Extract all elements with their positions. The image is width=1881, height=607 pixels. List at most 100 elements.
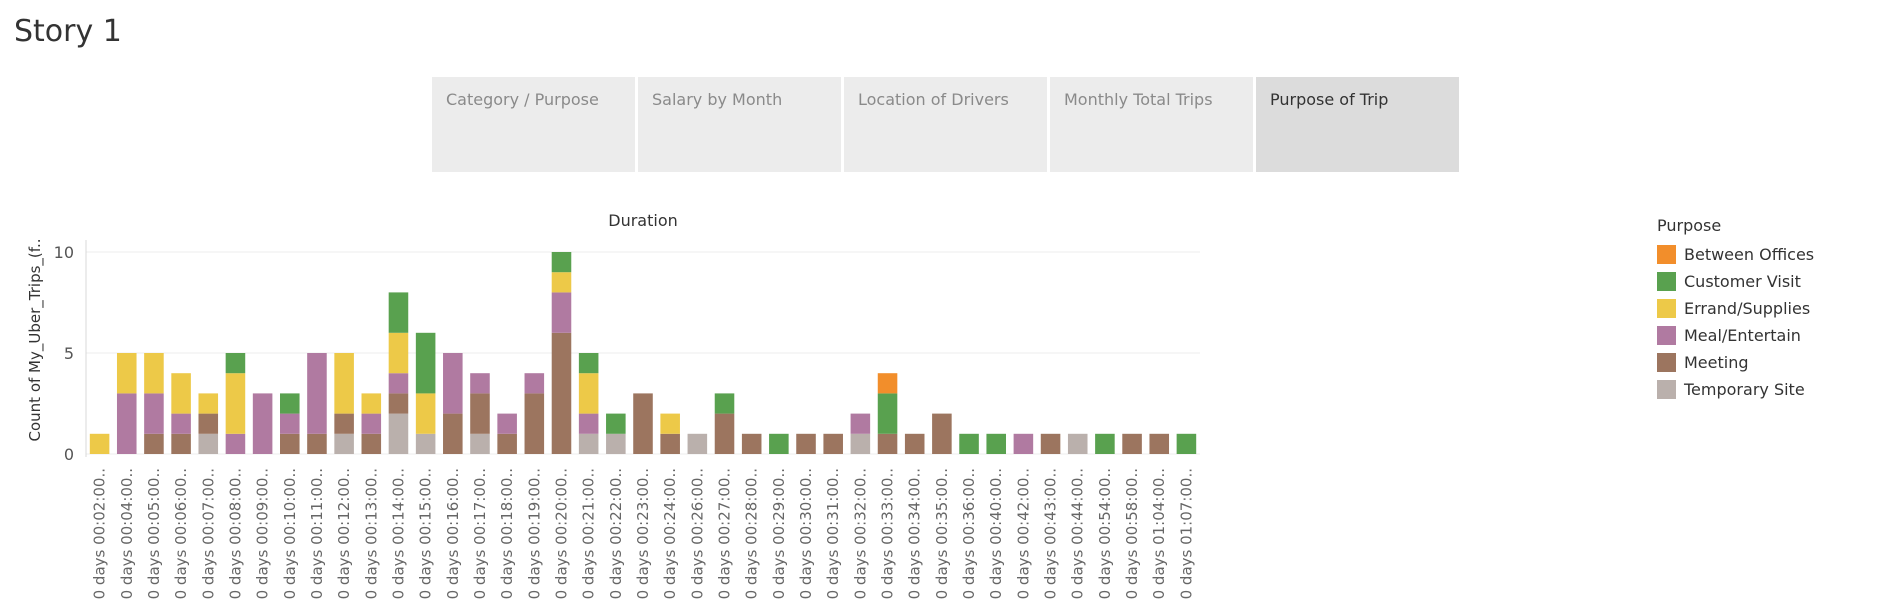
y-tick-label: 5: [64, 344, 74, 363]
legend-label: Temporary Site: [1684, 380, 1805, 399]
x-tick-label: 0 days 00:35:00..: [933, 468, 951, 599]
bar-segment: [877, 393, 898, 434]
bar-segment: [415, 393, 436, 434]
bar-segment: [578, 373, 599, 414]
y-axis-label: Count of My_Uber_Trips_(f..: [26, 239, 45, 442]
legend-swatch: [1657, 353, 1676, 372]
bar-segment: [1040, 433, 1061, 454]
legend-item-customer-visit[interactable]: Customer Visit: [1657, 268, 1814, 295]
bar-segment: [171, 413, 191, 434]
legend-label: Meal/Entertain: [1684, 326, 1801, 345]
legend-item-errand-supplies[interactable]: Errand/Supplies: [1657, 295, 1814, 322]
x-tick-label: 0 days 00:19:00..: [525, 468, 543, 599]
x-tick-label: 0 days 00:42:00..: [1014, 468, 1032, 599]
tab-salary-by-month[interactable]: Salary by Month: [638, 77, 841, 172]
x-tick-label: 0 days 01:04:00..: [1150, 468, 1168, 599]
legend-item-temporary-site[interactable]: Temporary Site: [1657, 376, 1814, 403]
bar-segment: [1013, 433, 1034, 454]
tab-category-purpose[interactable]: Category / Purpose: [432, 77, 635, 172]
bar-segment: [144, 393, 164, 434]
legend-swatch: [1657, 245, 1676, 264]
bar-segment: [334, 353, 354, 414]
legend-swatch: [1657, 299, 1676, 318]
bar-segment: [959, 433, 979, 454]
bar-segment: [388, 292, 409, 333]
x-tick-label: 0 days 00:27:00..: [716, 468, 734, 599]
bar-segment: [551, 332, 572, 454]
chart-title: Duration: [608, 211, 678, 230]
bar-segment: [796, 433, 816, 454]
bar-segment: [606, 413, 626, 434]
x-tick-label: 0 days 00:40:00..: [987, 468, 1005, 599]
bar-segment: [279, 393, 300, 414]
bar-segment: [551, 252, 572, 273]
bar-segment: [388, 393, 409, 414]
legend-item-meal-entertain[interactable]: Meal/Entertain: [1657, 322, 1814, 349]
x-tick-label: 0 days 01:07:00..: [1177, 468, 1195, 599]
x-tick-label: 0 days 00:11:00..: [308, 468, 326, 599]
bar-segment: [198, 413, 219, 434]
bar-segment: [89, 433, 110, 454]
bar-segment: [1176, 433, 1197, 454]
bar-segment: [388, 373, 409, 394]
story-title: Story 1: [14, 14, 122, 49]
bar-segment: [1095, 433, 1115, 454]
bar-segment: [714, 413, 735, 454]
x-tick-label: 0 days 00:58:00..: [1123, 468, 1141, 599]
bar-segment: [1067, 433, 1088, 454]
bar-segment: [198, 393, 219, 414]
bar-segment: [116, 353, 137, 394]
x-tick-label: 0 days 00:05:00..: [145, 468, 163, 599]
bar-segment: [606, 433, 626, 454]
bar-segment: [551, 272, 572, 293]
x-tick-label: 0 days 00:26:00..: [688, 468, 706, 599]
tab-location-of-drivers[interactable]: Location of Drivers: [844, 77, 1047, 172]
bar-segment: [1122, 433, 1142, 454]
bar-segment: [823, 433, 843, 454]
bar-segment: [470, 433, 490, 454]
bar-segment: [361, 413, 382, 434]
bar-segment: [171, 373, 191, 414]
bar-segment: [551, 292, 572, 333]
legend-item-meeting[interactable]: Meeting: [1657, 349, 1814, 376]
bar-segment: [497, 413, 517, 434]
legend-item-between-offices[interactable]: Between Offices: [1657, 241, 1814, 268]
x-tick-label: 0 days 00:08:00..: [226, 468, 244, 599]
bar-segment: [443, 353, 463, 414]
bar-segment: [578, 353, 599, 374]
x-tick-label: 0 days 00:18:00..: [498, 468, 516, 599]
x-tick-label: 0 days 00:36:00..: [960, 468, 978, 599]
bar-segment: [660, 433, 680, 454]
tab-purpose-of-trip[interactable]: Purpose of Trip: [1256, 77, 1459, 172]
x-tick-label: 0 days 00:14:00..: [389, 468, 407, 599]
y-tick-label: 0: [64, 445, 74, 464]
bar-segment: [279, 433, 300, 454]
bar-segment: [932, 413, 952, 454]
bar-segment: [769, 433, 789, 454]
legend-label: Meeting: [1684, 353, 1749, 372]
x-tick-label: 0 days 00:20:00..: [552, 468, 570, 599]
bar-segment: [1149, 433, 1170, 454]
y-tick-label: 10: [54, 243, 74, 262]
bar-segment: [388, 332, 409, 374]
bar-segment: [578, 433, 599, 454]
bar-segment: [443, 413, 463, 454]
bar-segment: [225, 353, 246, 374]
bar-segment: [415, 433, 436, 454]
x-tick-label: 0 days 00:16:00..: [444, 468, 462, 599]
bar-segment: [252, 393, 273, 454]
bar-segment: [116, 393, 137, 454]
bar-segment: [714, 393, 735, 414]
x-tick-label: 0 days 00:10:00..: [281, 468, 299, 599]
legend-label: Customer Visit: [1684, 272, 1801, 291]
bar-segment: [524, 393, 545, 454]
x-tick-label: 0 days 00:31:00..: [824, 468, 842, 599]
bar-segment: [524, 373, 545, 394]
bar-segment: [850, 413, 871, 434]
x-tick-label: 0 days 00:54:00..: [1096, 468, 1114, 599]
bar-segment: [660, 413, 680, 434]
bar-segment: [361, 433, 382, 454]
tab-monthly-total-trips[interactable]: Monthly Total Trips: [1050, 77, 1253, 172]
x-tick-label: 0 days 00:02:00..: [91, 468, 109, 599]
